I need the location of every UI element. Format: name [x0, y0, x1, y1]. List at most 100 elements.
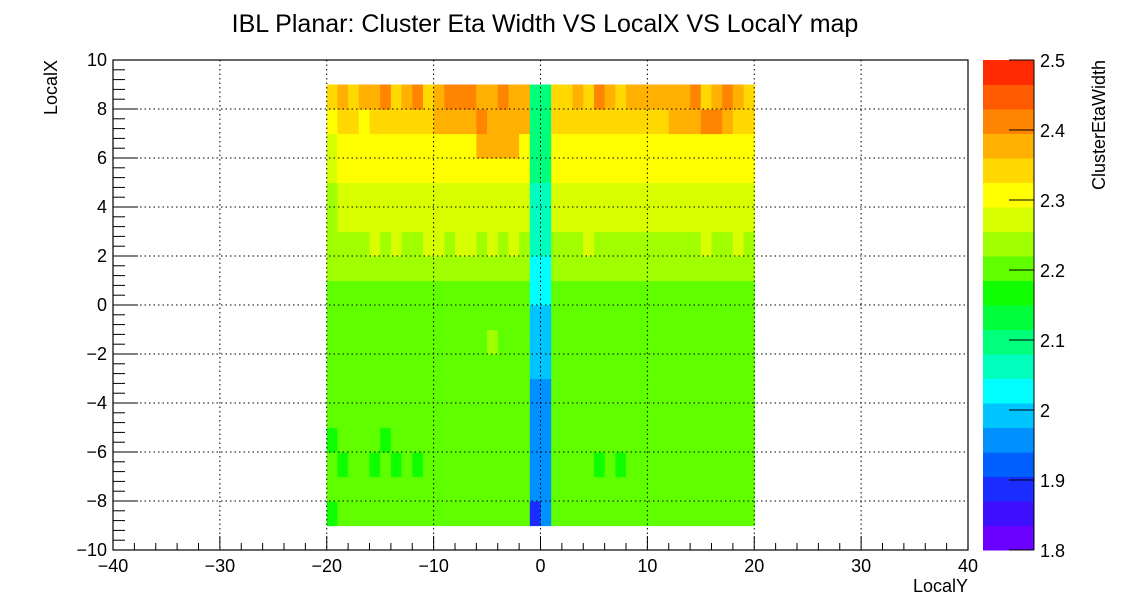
heatmap-cell: [593, 133, 606, 159]
heatmap-cell: [540, 256, 552, 282]
heatmap-cell: [540, 476, 552, 502]
heatmap-cell: [529, 182, 542, 208]
heatmap-cell: [743, 256, 755, 282]
heatmap-cell: [380, 84, 392, 110]
heatmap-cell: [679, 378, 691, 404]
heatmap-cell: [519, 207, 531, 233]
heatmap-cell: [593, 501, 606, 527]
heatmap-cell: [743, 182, 755, 208]
heatmap-cell: [690, 501, 702, 527]
heatmap-cell: [690, 403, 702, 429]
heatmap-cell: [636, 280, 648, 306]
heatmap-cell: [700, 207, 713, 233]
heatmap-cell: [529, 452, 542, 478]
heatmap-cell: [476, 182, 488, 208]
heatmap-cell: [433, 452, 445, 478]
heatmap-cell: [743, 329, 755, 355]
heatmap-cell: [529, 427, 542, 453]
heatmap-cell: [412, 354, 424, 380]
heatmap-cell: [422, 158, 435, 184]
heatmap-cell: [337, 403, 349, 429]
color-scale-swatch: [983, 476, 1034, 502]
heatmap-cell: [615, 452, 627, 478]
heatmap-cell: [540, 280, 552, 306]
heatmap-cell: [583, 354, 595, 380]
heatmap-cell: [593, 354, 606, 380]
heatmap-cell: [529, 84, 542, 110]
heatmap-cell: [487, 133, 499, 159]
heatmap-cell: [583, 476, 595, 502]
heatmap-cell: [444, 280, 456, 306]
heatmap-cell: [508, 182, 520, 208]
heatmap-cell: [711, 280, 723, 306]
heatmap-cell: [390, 403, 403, 429]
heatmap-cell: [508, 476, 520, 502]
heatmap-cell: [380, 305, 392, 331]
heatmap-cell: [626, 427, 638, 453]
heatmap-cell: [369, 207, 381, 233]
heatmap-cell: [551, 501, 563, 527]
heatmap-cell: [369, 354, 381, 380]
heatmap-cell: [593, 158, 606, 184]
heatmap-cell: [636, 354, 648, 380]
heatmap-cell: [636, 305, 648, 331]
heatmap-cell: [572, 182, 584, 208]
heatmap-cell: [583, 231, 595, 257]
color-scale-swatch: [983, 158, 1034, 183]
heatmap-cell: [658, 476, 670, 502]
heatmap-cell: [679, 354, 691, 380]
heatmap-cell: [604, 403, 616, 429]
heatmap-cell: [732, 427, 745, 453]
heatmap-cell: [348, 378, 360, 404]
heatmap-cell: [615, 501, 627, 527]
heatmap-cell: [690, 378, 702, 404]
heatmap-cell: [700, 158, 713, 184]
heatmap-cell: [358, 501, 371, 527]
heatmap-cell: [465, 256, 477, 282]
heatmap-cell: [401, 305, 413, 331]
heatmap-cell: [444, 476, 456, 502]
heatmap-cell: [711, 501, 723, 527]
heatmap-cell: [690, 84, 702, 110]
heatmap-cell: [390, 427, 403, 453]
heatmap-cell: [401, 280, 413, 306]
heatmap-cell: [444, 109, 456, 135]
heatmap-cell: [358, 476, 371, 502]
heatmap-cell: [615, 231, 627, 257]
heatmap-cell: [540, 158, 552, 184]
heatmap-cell: [519, 109, 531, 135]
heatmap-cell: [487, 256, 499, 282]
heatmap-cell: [465, 231, 477, 257]
heatmap-cell: [487, 207, 499, 233]
heatmap-cell: [444, 207, 456, 233]
heatmap-cell: [401, 84, 413, 110]
heatmap-cell: [476, 476, 488, 502]
heatmap-cell: [497, 109, 510, 135]
y-tick-label: 0: [97, 295, 107, 315]
y-tick-label: −10: [76, 540, 107, 560]
heatmap-cell: [593, 427, 606, 453]
heatmap-cell: [636, 158, 648, 184]
heatmap-cell: [647, 207, 659, 233]
heatmap-cell: [615, 329, 627, 355]
heatmap-cell: [732, 231, 745, 257]
color-scale: [983, 60, 1034, 551]
heatmap-cell: [455, 109, 467, 135]
heatmap-cell: [626, 378, 638, 404]
heatmap-cell: [476, 109, 488, 135]
heatmap-cell: [658, 84, 670, 110]
heatmap-cell: [455, 84, 467, 110]
heatmap-cell: [743, 280, 755, 306]
heatmap-cell: [487, 280, 499, 306]
heatmap-cell: [348, 84, 360, 110]
x-axis-label: LocalY: [913, 576, 968, 596]
heatmap-cell: [476, 133, 488, 159]
heatmap-cell: [401, 109, 413, 135]
heatmap-cell: [455, 501, 467, 527]
heatmap-cell: [529, 109, 542, 135]
heatmap-cell: [358, 231, 371, 257]
heatmap-cell: [636, 378, 648, 404]
heatmap-cell: [668, 109, 681, 135]
heatmap-cell: [337, 207, 349, 233]
heatmap-cell: [401, 501, 413, 527]
